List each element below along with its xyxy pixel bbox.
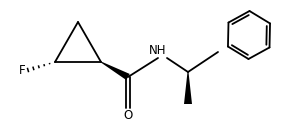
Text: O: O xyxy=(123,109,133,122)
Text: NH: NH xyxy=(149,44,167,57)
Text: F: F xyxy=(18,63,25,77)
Polygon shape xyxy=(184,72,192,104)
Polygon shape xyxy=(101,62,130,80)
